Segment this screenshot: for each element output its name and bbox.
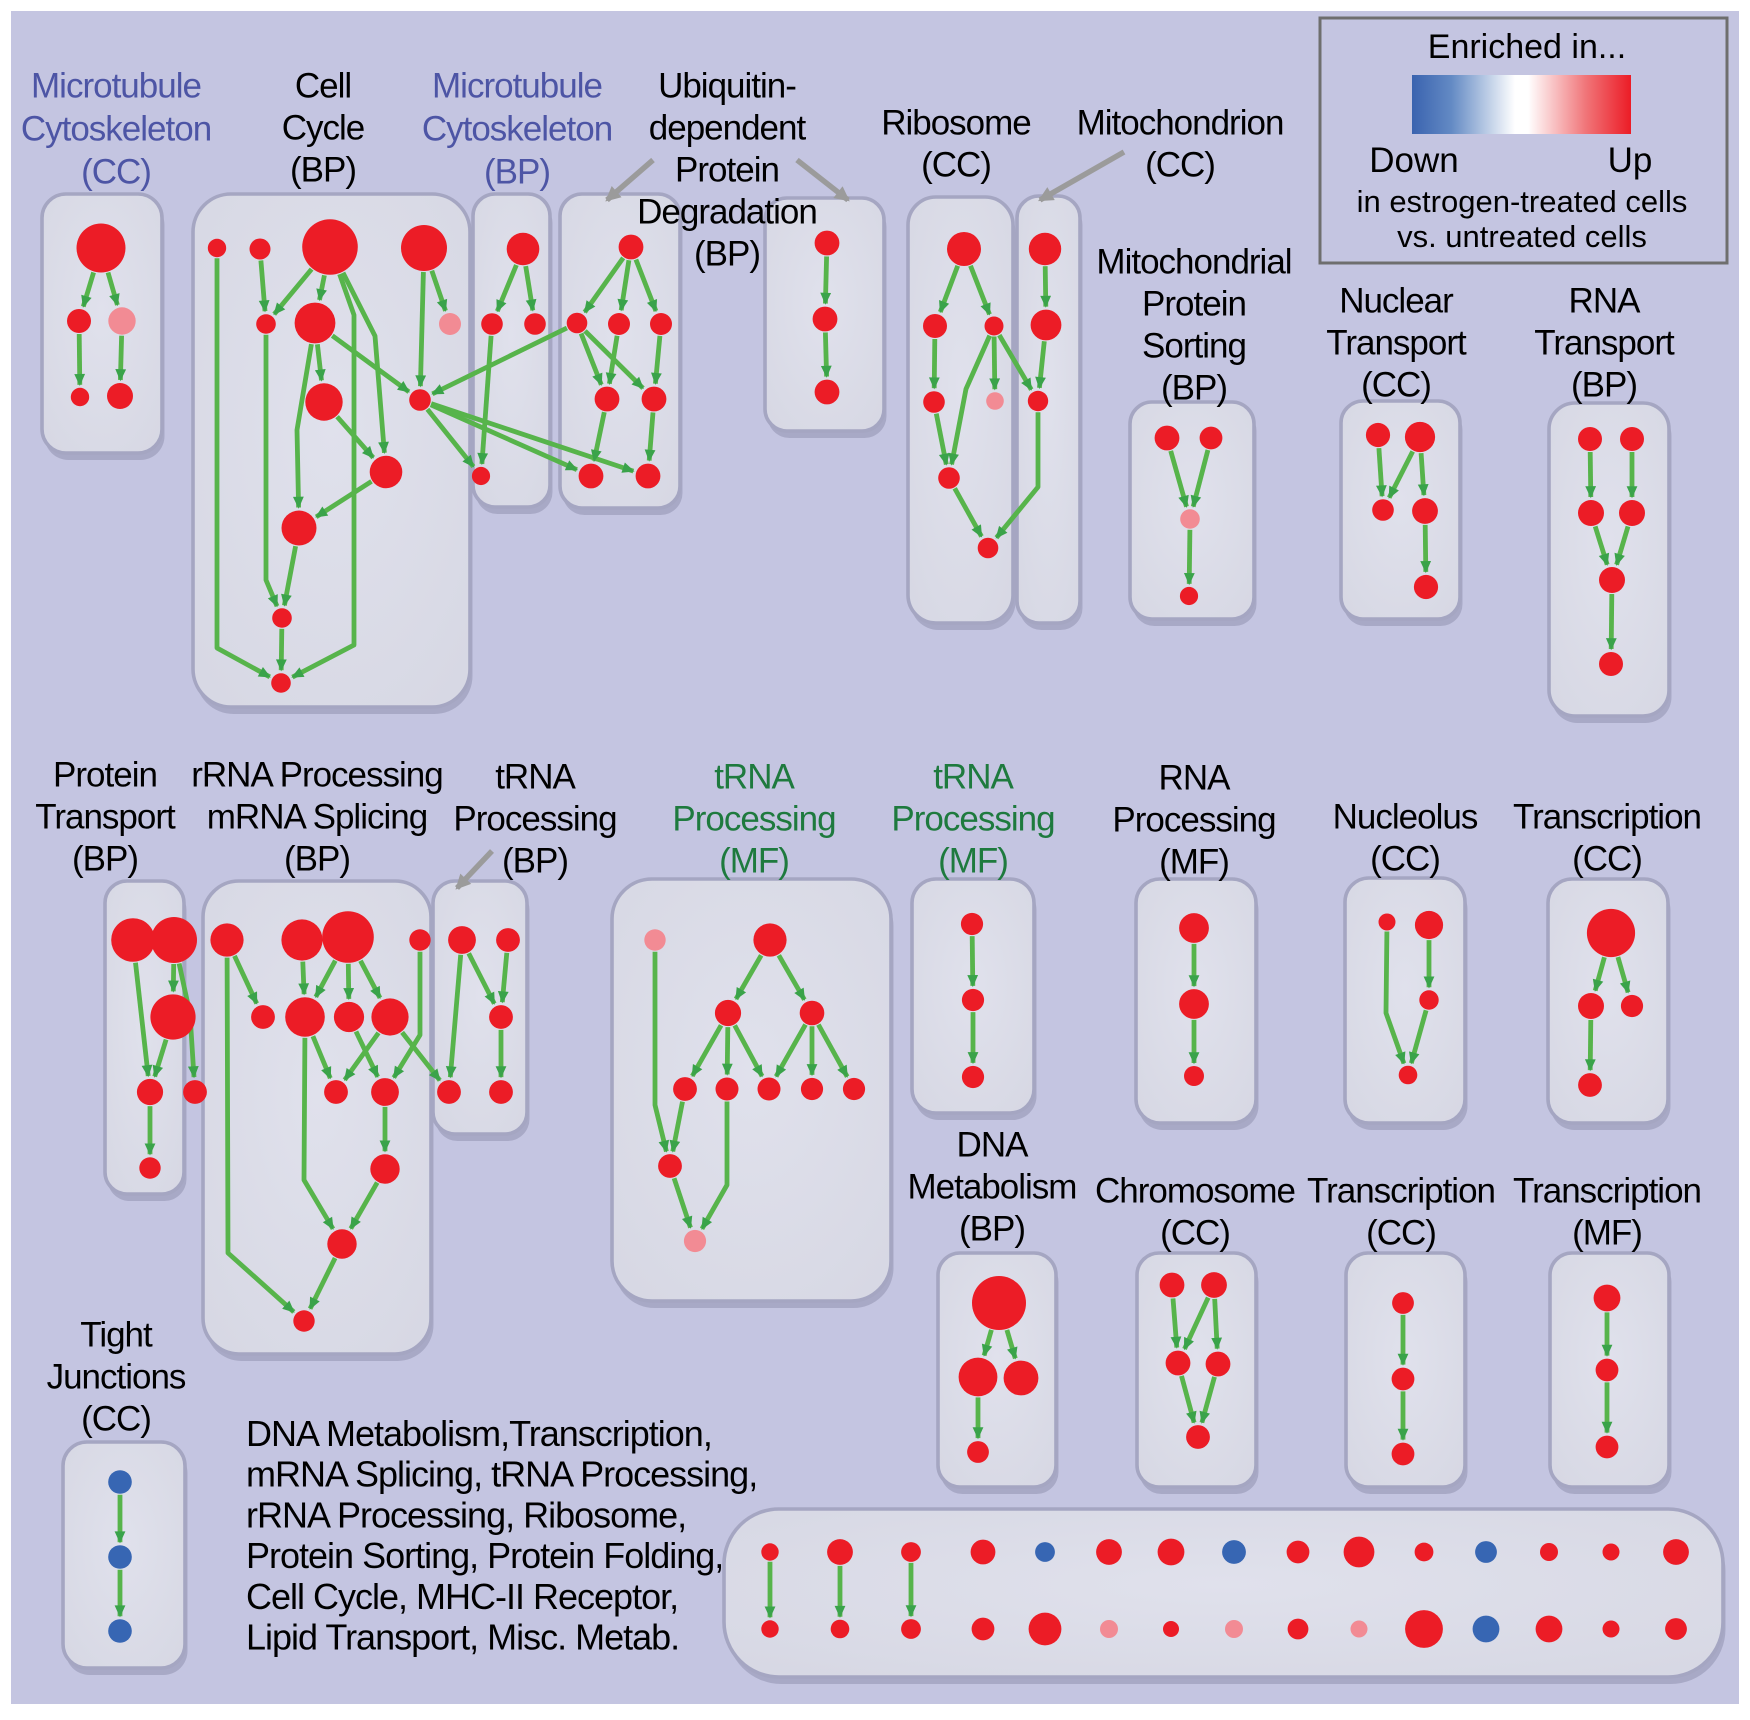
svg-text:Transcription: Transcription — [1307, 1172, 1495, 1211]
svg-text:Processing: Processing — [672, 800, 835, 839]
svg-text:Up: Up — [1608, 141, 1653, 180]
svg-text:(MF): (MF) — [1572, 1214, 1642, 1253]
svg-text:in estrogen-treated cells: in estrogen-treated cells — [1357, 184, 1688, 219]
svg-text:Nuclear: Nuclear — [1339, 282, 1454, 321]
svg-text:Down: Down — [1369, 141, 1458, 180]
svg-text:Cytoskeleton: Cytoskeleton — [422, 110, 612, 149]
svg-text:Ubiquitin-: Ubiquitin- — [658, 67, 796, 106]
svg-text:DNA Metabolism,Transcription,: DNA Metabolism,Transcription, — [246, 1413, 712, 1454]
svg-text:Protein: Protein — [53, 756, 157, 795]
svg-text:Lipid Transport, Misc. Metab.: Lipid Transport, Misc. Metab. — [246, 1617, 679, 1658]
svg-text:Cytoskeleton: Cytoskeleton — [21, 110, 211, 149]
svg-text:Ribosome: Ribosome — [881, 104, 1031, 143]
svg-text:Chromosome: Chromosome — [1095, 1172, 1295, 1211]
svg-text:(CC): (CC) — [81, 153, 151, 192]
svg-text:(MF): (MF) — [1159, 843, 1229, 882]
svg-text:tRNA: tRNA — [933, 758, 1014, 797]
svg-text:(BP): (BP) — [284, 840, 350, 879]
svg-text:(BP): (BP) — [1161, 369, 1227, 408]
svg-text:Mitochondrial: Mitochondrial — [1096, 243, 1291, 282]
svg-text:(BP): (BP) — [694, 235, 760, 274]
svg-text:RNA: RNA — [1569, 282, 1642, 321]
svg-text:Protein Sorting, Protein Foldi: Protein Sorting, Protein Folding, — [246, 1535, 723, 1576]
svg-text:Microtubule: Microtubule — [31, 67, 201, 106]
svg-text:(CC): (CC) — [1572, 840, 1642, 879]
svg-text:rRNA Processing, Ribosome,: rRNA Processing, Ribosome, — [246, 1494, 686, 1535]
svg-text:Processing: Processing — [453, 800, 616, 839]
svg-text:Sorting: Sorting — [1142, 327, 1246, 366]
svg-text:Transcription: Transcription — [1513, 1172, 1701, 1211]
svg-text:mRNA Splicing, tRNA Processing: mRNA Splicing, tRNA Processing, — [246, 1454, 757, 1495]
svg-text:Protein: Protein — [675, 151, 779, 190]
svg-text:(BP): (BP) — [959, 1210, 1025, 1249]
svg-text:(CC): (CC) — [1361, 366, 1431, 405]
svg-text:Cell Cycle, MHC-II Receptor,: Cell Cycle, MHC-II Receptor, — [246, 1576, 678, 1617]
svg-text:Transport: Transport — [1326, 324, 1467, 363]
svg-text:(CC): (CC) — [1145, 146, 1215, 185]
svg-text:RNA: RNA — [1159, 759, 1232, 798]
svg-text:(CC): (CC) — [921, 146, 991, 185]
svg-text:(MF): (MF) — [938, 842, 1008, 881]
svg-text:Transport: Transport — [1534, 324, 1675, 363]
svg-text:mRNA Splicing: mRNA Splicing — [207, 798, 427, 837]
svg-text:Metabolism: Metabolism — [908, 1168, 1077, 1207]
svg-text:Protein: Protein — [1142, 285, 1246, 324]
svg-text:Junctions: Junctions — [47, 1358, 186, 1397]
svg-text:(CC): (CC) — [1366, 1214, 1436, 1253]
svg-text:Nucleolus: Nucleolus — [1333, 798, 1478, 837]
svg-text:Tight: Tight — [80, 1316, 153, 1355]
svg-text:(BP): (BP) — [1571, 366, 1637, 405]
svg-text:(BP): (BP) — [502, 842, 568, 881]
svg-text:(CC): (CC) — [1160, 1214, 1230, 1253]
svg-text:DNA: DNA — [957, 1126, 1030, 1165]
svg-text:(BP): (BP) — [484, 153, 550, 192]
svg-text:Transport: Transport — [35, 798, 176, 837]
svg-text:Cell: Cell — [295, 67, 351, 106]
svg-text:Mitochondrion: Mitochondrion — [1077, 104, 1284, 143]
svg-text:vs. untreated cells: vs. untreated cells — [1397, 219, 1647, 254]
svg-text:(BP): (BP) — [290, 151, 356, 190]
svg-text:Processing: Processing — [1112, 801, 1275, 840]
svg-text:Microtubule: Microtubule — [432, 67, 602, 106]
svg-text:(BP): (BP) — [72, 840, 138, 879]
svg-text:(CC): (CC) — [81, 1400, 151, 1439]
svg-text:(CC): (CC) — [1370, 840, 1440, 879]
svg-text:Transcription: Transcription — [1513, 798, 1701, 837]
svg-text:Enriched in...: Enriched in... — [1428, 28, 1626, 66]
svg-text:tRNA: tRNA — [714, 758, 795, 797]
svg-text:dependent: dependent — [649, 109, 807, 148]
svg-text:Cycle: Cycle — [282, 109, 365, 148]
svg-text:(MF): (MF) — [719, 842, 789, 881]
svg-text:tRNA: tRNA — [495, 758, 576, 797]
svg-text:Degradation: Degradation — [637, 193, 817, 232]
svg-text:rRNA Processing: rRNA Processing — [191, 756, 442, 795]
svg-text:Processing: Processing — [891, 800, 1054, 839]
